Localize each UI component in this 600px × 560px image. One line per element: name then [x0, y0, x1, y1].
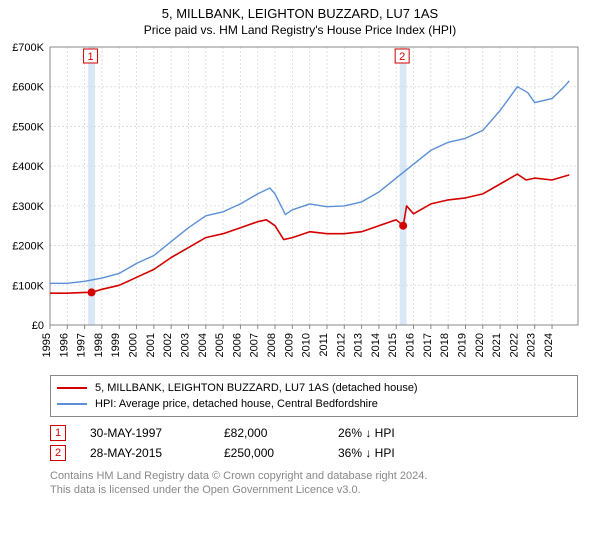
- svg-text:2003: 2003: [179, 333, 191, 357]
- svg-text:£500K: £500K: [12, 121, 44, 133]
- sales-row: 1 30-MAY-1997 £82,000 26% ↓ HPI: [50, 423, 578, 443]
- price-chart: £0 £100K £200K £300K £400K £500K £600K £700K 199…: [0, 41, 600, 371]
- svg-text:2024: 2024: [543, 333, 555, 357]
- attribution: Contains HM Land Registry data © Crown c…: [50, 469, 578, 497]
- svg-text:£200K: £200K: [12, 241, 44, 253]
- sale-marker-badge: 1: [50, 425, 66, 441]
- svg-text:1997: 1997: [76, 333, 88, 357]
- sales-row: 2 28-MAY-2015 £250,000 36% ↓ HPI: [50, 443, 578, 463]
- legend-row: HPI: Average price, detached house, Cent…: [57, 396, 571, 412]
- svg-text:2009: 2009: [283, 333, 295, 357]
- svg-text:2013: 2013: [353, 333, 365, 357]
- attribution-line: Contains HM Land Registry data © Crown c…: [50, 469, 578, 483]
- svg-text:2022: 2022: [508, 333, 520, 357]
- legend-label-1: 5, MILLBANK, LEIGHTON BUZZARD, LU7 1AS (…: [95, 380, 418, 396]
- sale-price: £82,000: [224, 423, 314, 443]
- sale-date: 28-MAY-2015: [90, 443, 200, 463]
- svg-text:2020: 2020: [474, 333, 486, 357]
- sales-table: 1 30-MAY-1997 £82,000 26% ↓ HPI 2 28-MAY-2015…: [50, 423, 578, 463]
- legend: 5, MILLBANK, LEIGHTON BUZZARD, LU7 1AS (…: [50, 375, 578, 417]
- sale-marker-badge: 2: [50, 445, 66, 461]
- sale-delta: 26% ↓ HPI: [338, 423, 395, 443]
- svg-text:2000: 2000: [128, 333, 140, 357]
- svg-text:2019: 2019: [456, 333, 468, 357]
- sale-price: £250,000: [224, 443, 314, 463]
- svg-text:2007: 2007: [249, 333, 261, 357]
- svg-text:2014: 2014: [370, 333, 382, 357]
- page-title: 5, MILLBANK, LEIGHTON BUZZARD, LU7 1AS: [0, 0, 600, 21]
- svg-text:£0: £0: [32, 320, 44, 332]
- svg-text:2016: 2016: [405, 333, 417, 357]
- sale-delta: 36% ↓ HPI: [338, 443, 395, 463]
- svg-text:2: 2: [399, 51, 405, 63]
- svg-text:£400K: £400K: [12, 161, 44, 173]
- svg-text:£100K: £100K: [12, 280, 44, 292]
- svg-text:2011: 2011: [318, 333, 330, 357]
- svg-text:2017: 2017: [422, 333, 434, 357]
- svg-text:£600K: £600K: [12, 82, 44, 94]
- svg-text:1: 1: [87, 51, 93, 63]
- svg-text:2004: 2004: [197, 333, 209, 357]
- page-subtitle: Price paid vs. HM Land Registry's House …: [0, 21, 600, 41]
- svg-text:2002: 2002: [162, 333, 174, 357]
- svg-text:1995: 1995: [41, 333, 53, 357]
- svg-text:2001: 2001: [145, 333, 157, 357]
- svg-text:2023: 2023: [526, 333, 538, 357]
- attribution-line: This data is licensed under the Open Gov…: [50, 483, 578, 497]
- legend-row: 5, MILLBANK, LEIGHTON BUZZARD, LU7 1AS (…: [57, 380, 571, 396]
- svg-text:2006: 2006: [231, 333, 243, 357]
- svg-text:1998: 1998: [93, 333, 105, 357]
- svg-text:2018: 2018: [439, 333, 451, 357]
- sale-date: 30-MAY-1997: [90, 423, 200, 443]
- svg-text:2010: 2010: [301, 333, 313, 357]
- svg-text:1996: 1996: [58, 333, 70, 357]
- legend-swatch-1: [57, 387, 87, 389]
- svg-text:£300K: £300K: [12, 201, 44, 213]
- svg-text:2008: 2008: [266, 333, 278, 357]
- svg-text:£700K: £700K: [12, 42, 44, 54]
- svg-text:2021: 2021: [491, 333, 503, 357]
- svg-text:2015: 2015: [387, 333, 399, 357]
- legend-label-2: HPI: Average price, detached house, Cent…: [95, 396, 378, 412]
- svg-text:2012: 2012: [335, 333, 347, 357]
- svg-text:1999: 1999: [110, 333, 122, 357]
- legend-swatch-2: [57, 403, 87, 405]
- svg-text:2005: 2005: [214, 333, 226, 357]
